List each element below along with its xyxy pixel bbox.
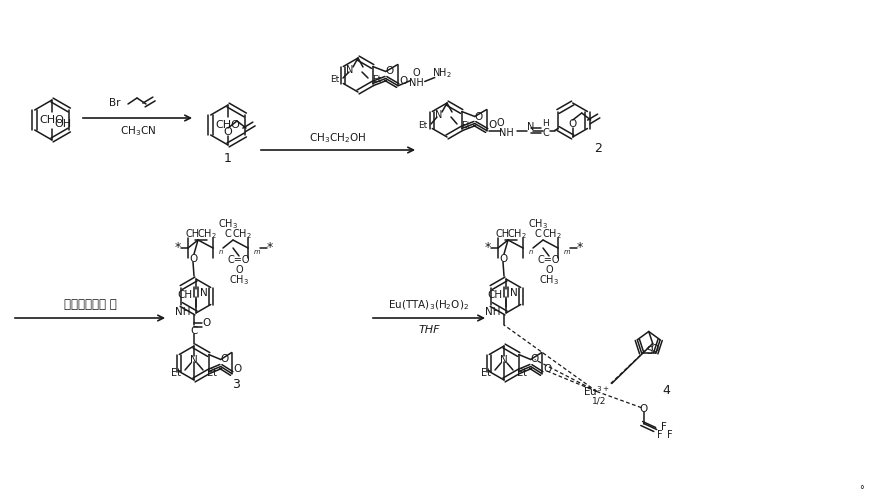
Text: Eu$^{3+}$: Eu$^{3+}$ <box>584 385 610 399</box>
Text: 3: 3 <box>232 379 240 392</box>
Text: CH: CH <box>496 229 510 239</box>
Text: NH: NH <box>499 128 514 138</box>
Text: CHO: CHO <box>215 120 240 130</box>
Text: Et: Et <box>461 121 470 131</box>
Text: NH$_2$: NH$_2$ <box>432 67 452 81</box>
Text: Br: Br <box>109 98 120 108</box>
Text: NH: NH <box>409 79 424 88</box>
Text: S: S <box>646 346 652 356</box>
Text: N: N <box>347 65 354 75</box>
Text: N: N <box>436 110 442 120</box>
Text: O: O <box>499 254 507 264</box>
Text: $_n$: $_n$ <box>528 247 534 257</box>
Text: CH$_2$: CH$_2$ <box>232 227 252 241</box>
Text: 1/2: 1/2 <box>591 396 606 405</box>
Text: F: F <box>661 422 666 432</box>
Text: Eu(TTA)$_3$(H$_2$O)$_2$: Eu(TTA)$_3$(H$_2$O)$_2$ <box>388 298 469 312</box>
Text: $_m$: $_m$ <box>563 247 571 257</box>
Text: O: O <box>545 265 553 275</box>
Text: O: O <box>386 67 394 77</box>
Text: O: O <box>400 76 408 85</box>
Text: CH$_3$: CH$_3$ <box>539 273 559 287</box>
Text: *: * <box>267 242 273 254</box>
Text: Et: Et <box>517 368 527 378</box>
Text: $_n$: $_n$ <box>218 247 224 257</box>
Text: CH$_2$: CH$_2$ <box>542 227 562 241</box>
Text: O: O <box>530 354 539 364</box>
Text: 1: 1 <box>224 153 232 166</box>
Text: O: O <box>235 265 243 275</box>
Text: Et: Et <box>171 368 181 378</box>
Text: CH$_2$: CH$_2$ <box>507 227 527 241</box>
Text: C=O: C=O <box>227 255 250 265</box>
Text: 甲基丙烯酸甲 酯: 甲基丙烯酸甲 酯 <box>64 299 117 312</box>
Text: C: C <box>543 128 550 138</box>
Text: CH$_2$: CH$_2$ <box>197 227 217 241</box>
Text: H: H <box>543 119 549 128</box>
Text: Et: Et <box>207 368 217 378</box>
Text: CHO: CHO <box>39 115 64 125</box>
Text: 2: 2 <box>594 142 602 155</box>
Text: O: O <box>651 344 658 354</box>
Text: F: F <box>657 430 663 440</box>
Text: *: * <box>485 242 491 254</box>
Text: N: N <box>527 122 534 133</box>
Text: $_m$: $_m$ <box>253 247 261 257</box>
Text: C: C <box>535 229 542 239</box>
Text: O: O <box>639 404 648 414</box>
Text: THF: THF <box>418 325 440 335</box>
Text: O: O <box>189 254 197 264</box>
Text: Et: Et <box>481 368 491 378</box>
Text: CH$_3$: CH$_3$ <box>229 273 249 287</box>
Text: CH$_3$CH$_2$OH: CH$_3$CH$_2$OH <box>309 131 367 145</box>
Text: C: C <box>225 229 232 239</box>
Text: CH: CH <box>487 290 502 300</box>
Text: O: O <box>475 111 483 121</box>
Text: NH: NH <box>174 307 190 317</box>
Text: O: O <box>224 127 233 137</box>
Text: O: O <box>202 318 210 328</box>
Text: F: F <box>667 430 672 440</box>
Text: Et: Et <box>372 76 381 84</box>
Text: O: O <box>220 354 229 364</box>
Text: O: O <box>413 69 421 79</box>
Text: O: O <box>497 117 504 128</box>
Text: *: * <box>175 242 181 254</box>
Text: °: ° <box>860 485 864 495</box>
Text: N: N <box>500 355 508 365</box>
Text: CH$_3$CN: CH$_3$CN <box>120 124 156 138</box>
Text: C=O: C=O <box>537 255 560 265</box>
Text: C: C <box>190 326 198 336</box>
Text: Et: Et <box>330 76 339 84</box>
Text: CH: CH <box>186 229 200 239</box>
Text: NH: NH <box>484 307 500 317</box>
Text: O: O <box>544 363 552 374</box>
Text: N: N <box>190 355 198 365</box>
Text: 4: 4 <box>663 385 671 398</box>
Text: *: * <box>577 242 584 254</box>
Text: Et: Et <box>418 121 427 131</box>
Text: O: O <box>569 119 577 129</box>
Text: CH$_3$: CH$_3$ <box>218 217 238 231</box>
Text: N: N <box>510 288 517 298</box>
Text: O: O <box>489 120 496 131</box>
Text: N: N <box>200 288 208 298</box>
Text: CH$_3$: CH$_3$ <box>528 217 548 231</box>
Text: OH: OH <box>54 119 71 129</box>
Text: O: O <box>233 363 242 374</box>
Text: CH: CH <box>177 290 192 300</box>
